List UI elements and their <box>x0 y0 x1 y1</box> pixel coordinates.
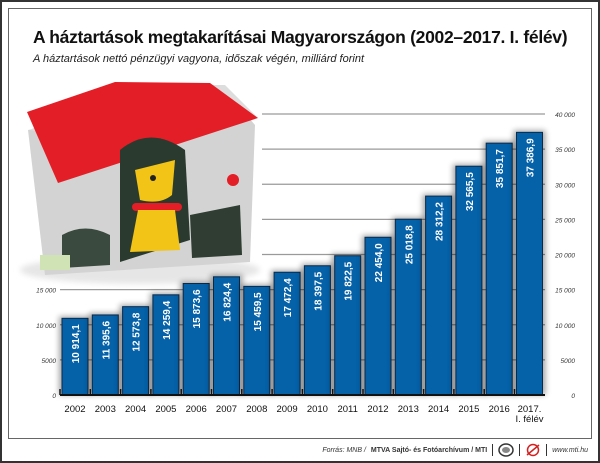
bar <box>273 271 301 396</box>
chart-subtitle: A háztartások nettó pénzügyi vagyona, id… <box>33 53 364 65</box>
right-tick-label: 15 000 <box>555 288 575 295</box>
chart-title: A háztartások megtakarításai Magyarorszá… <box>33 27 568 47</box>
bar-value-label: 22 454,0 <box>374 243 385 282</box>
bar-value-label: 10 914,1 <box>71 324 82 363</box>
x-tick-label: 2009 <box>277 404 298 415</box>
bar-value-label: 19 822,5 <box>344 261 355 300</box>
left-tick-label: 10 000 <box>36 323 56 330</box>
left-axis-labels: 0 5000 10 000 15 000 <box>36 288 56 400</box>
bar <box>303 265 331 396</box>
x-tick-label: I. félév <box>516 414 544 425</box>
mtva-logo-icon <box>498 443 514 457</box>
bar <box>213 276 240 396</box>
bars: 10 914,1 11 395,6 12 573,8 14 259,4 15 873,6… <box>59 130 546 396</box>
bar <box>394 218 422 396</box>
x-axis-labels: 2002 2003 2004 2005 2006 2007 2008 2009 2010 2011… <box>64 404 543 425</box>
right-tick-label: 10 000 <box>555 323 575 330</box>
right-tick-label: 25 000 <box>554 217 575 224</box>
bar-value-label: 28 312,2 <box>435 202 446 241</box>
x-tick-label: 2004 <box>125 404 146 415</box>
right-tick-label: 35 000 <box>555 147 575 154</box>
left-tick-label: 5000 <box>42 358 57 365</box>
bar-value-label: 32 565,5 <box>465 172 476 211</box>
bar-value-label: 15 873,6 <box>192 289 203 328</box>
bar <box>455 165 483 396</box>
bar-value-label: 17 472,4 <box>283 278 294 317</box>
bar-value-label: 16 824,4 <box>223 282 234 321</box>
x-tick-label: 2010 <box>307 404 328 415</box>
doghouse-illustration <box>20 82 260 284</box>
x-tick-label: 2006 <box>186 404 207 415</box>
right-tick-label: 20 000 <box>554 253 575 260</box>
bar-value-label: 37 386,9 <box>526 138 537 177</box>
bar <box>122 306 150 396</box>
footer: Forrás: MNB / MTVA Sajtó- és Fotóarchívu… <box>322 443 588 457</box>
x-tick-label: 2015 <box>458 404 479 415</box>
bar-value-label: 18 397,5 <box>313 271 324 310</box>
left-tick-label: 15 000 <box>36 288 56 295</box>
mti-logo-icon <box>526 443 540 457</box>
x-tick-label: 2008 <box>246 404 267 415</box>
x-tick-label: 2014 <box>428 404 449 415</box>
bar-value-label: 12 573,8 <box>132 312 143 351</box>
bar-value-label: 14 259,4 <box>162 300 173 339</box>
right-tick-label: 30 000 <box>555 182 575 189</box>
footer-url[interactable]: www.mti.hu <box>552 446 588 454</box>
right-axis-labels: 0 5000 10 000 15 000 20 000 25 000 30 000 35 00… <box>554 112 575 400</box>
bar <box>425 195 453 396</box>
bar-value-label: 15 459,5 <box>253 292 264 331</box>
x-tick-label: 2017. <box>518 404 542 415</box>
left-tick-label: 0 <box>52 393 56 400</box>
footer-agency: MTVA Sajtó- és Fotóarchívum / MTI <box>370 446 488 454</box>
x-tick-label: 2011 <box>337 404 357 415</box>
bar-value-label: 11 395,6 <box>101 321 112 360</box>
footer-source: Forrás: MNB / <box>322 446 366 454</box>
x-tick-label: 2005 <box>155 404 176 415</box>
bar-value-label: 25 018,8 <box>404 225 415 264</box>
bar <box>516 131 543 396</box>
bar <box>243 285 271 396</box>
right-tick-label: 5000 <box>561 358 576 365</box>
right-tick-label: 0 <box>571 393 575 400</box>
x-tick-label: 2013 <box>398 404 419 415</box>
x-tick-label: 2012 <box>367 404 388 415</box>
bar-value-label: 35 851,7 <box>495 149 506 188</box>
x-tick-label: 2002 <box>64 404 85 415</box>
x-tick-label: 2016 <box>489 404 510 415</box>
right-tick-label: 40 000 <box>555 112 575 119</box>
bar <box>364 236 392 396</box>
x-tick-label: 2003 <box>95 404 116 415</box>
x-tick-label: 2007 <box>216 404 237 415</box>
